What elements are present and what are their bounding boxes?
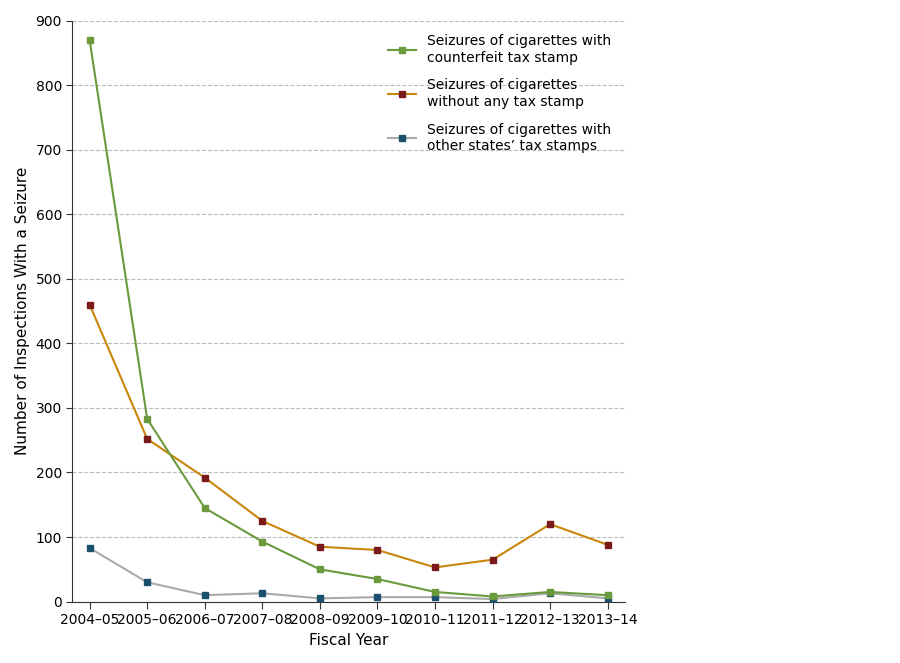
Y-axis label: Number of Inspections With a Seizure: Number of Inspections With a Seizure xyxy=(15,167,30,455)
Seizures of cigarettes
without any tax stamp xyxy=(602,541,613,549)
Line: Seizures of cigarettes with
counterfeit tax stamp: Seizures of cigarettes with counterfeit … xyxy=(86,36,611,600)
Line: Seizures of cigarettes with
other states’ tax stamps: Seizures of cigarettes with other states… xyxy=(86,544,611,603)
Seizures of cigarettes
without any tax stamp xyxy=(256,517,267,525)
Seizures of cigarettes with
counterfeit tax stamp xyxy=(314,566,325,573)
Seizures of cigarettes with
other states’ tax stamps xyxy=(487,595,498,603)
Seizures of cigarettes with
counterfeit tax stamp xyxy=(372,575,382,583)
Seizures of cigarettes
without any tax stamp xyxy=(314,543,325,551)
Seizures of cigarettes with
other states’ tax stamps xyxy=(429,593,440,601)
Seizures of cigarettes with
counterfeit tax stamp xyxy=(142,415,153,423)
Seizures of cigarettes with
other states’ tax stamps xyxy=(199,591,210,599)
Seizures of cigarettes with
other states’ tax stamps xyxy=(544,589,555,597)
Seizures of cigarettes with
counterfeit tax stamp xyxy=(429,588,440,596)
Seizures of cigarettes with
other states’ tax stamps xyxy=(314,595,325,603)
Seizures of cigarettes with
counterfeit tax stamp xyxy=(602,591,613,599)
Seizures of cigarettes
without any tax stamp xyxy=(142,435,153,443)
Line: Seizures of cigarettes
without any tax stamp: Seizures of cigarettes without any tax s… xyxy=(86,301,611,571)
Seizures of cigarettes with
other states’ tax stamps xyxy=(256,589,267,597)
Seizures of cigarettes
without any tax stamp xyxy=(372,546,382,554)
Legend: Seizures of cigarettes with
counterfeit tax stamp, Seizures of cigarettes
withou: Seizures of cigarettes with counterfeit … xyxy=(381,27,618,160)
Seizures of cigarettes
without any tax stamp xyxy=(429,564,440,572)
Seizures of cigarettes with
other states’ tax stamps xyxy=(85,544,95,552)
Seizures of cigarettes with
other states’ tax stamps xyxy=(372,593,382,601)
Seizures of cigarettes
without any tax stamp xyxy=(85,300,95,308)
Seizures of cigarettes with
counterfeit tax stamp xyxy=(256,538,267,546)
Seizures of cigarettes with
counterfeit tax stamp xyxy=(199,504,210,512)
Seizures of cigarettes
without any tax stamp xyxy=(199,473,210,481)
Seizures of cigarettes
without any tax stamp xyxy=(487,556,498,564)
Seizures of cigarettes with
other states’ tax stamps xyxy=(142,578,153,586)
Seizures of cigarettes with
counterfeit tax stamp xyxy=(544,588,555,596)
Seizures of cigarettes with
other states’ tax stamps xyxy=(602,595,613,603)
Seizures of cigarettes
without any tax stamp xyxy=(544,520,555,528)
Seizures of cigarettes with
counterfeit tax stamp xyxy=(487,593,498,601)
Seizures of cigarettes with
counterfeit tax stamp xyxy=(85,36,95,44)
X-axis label: Fiscal Year: Fiscal Year xyxy=(309,633,389,648)
